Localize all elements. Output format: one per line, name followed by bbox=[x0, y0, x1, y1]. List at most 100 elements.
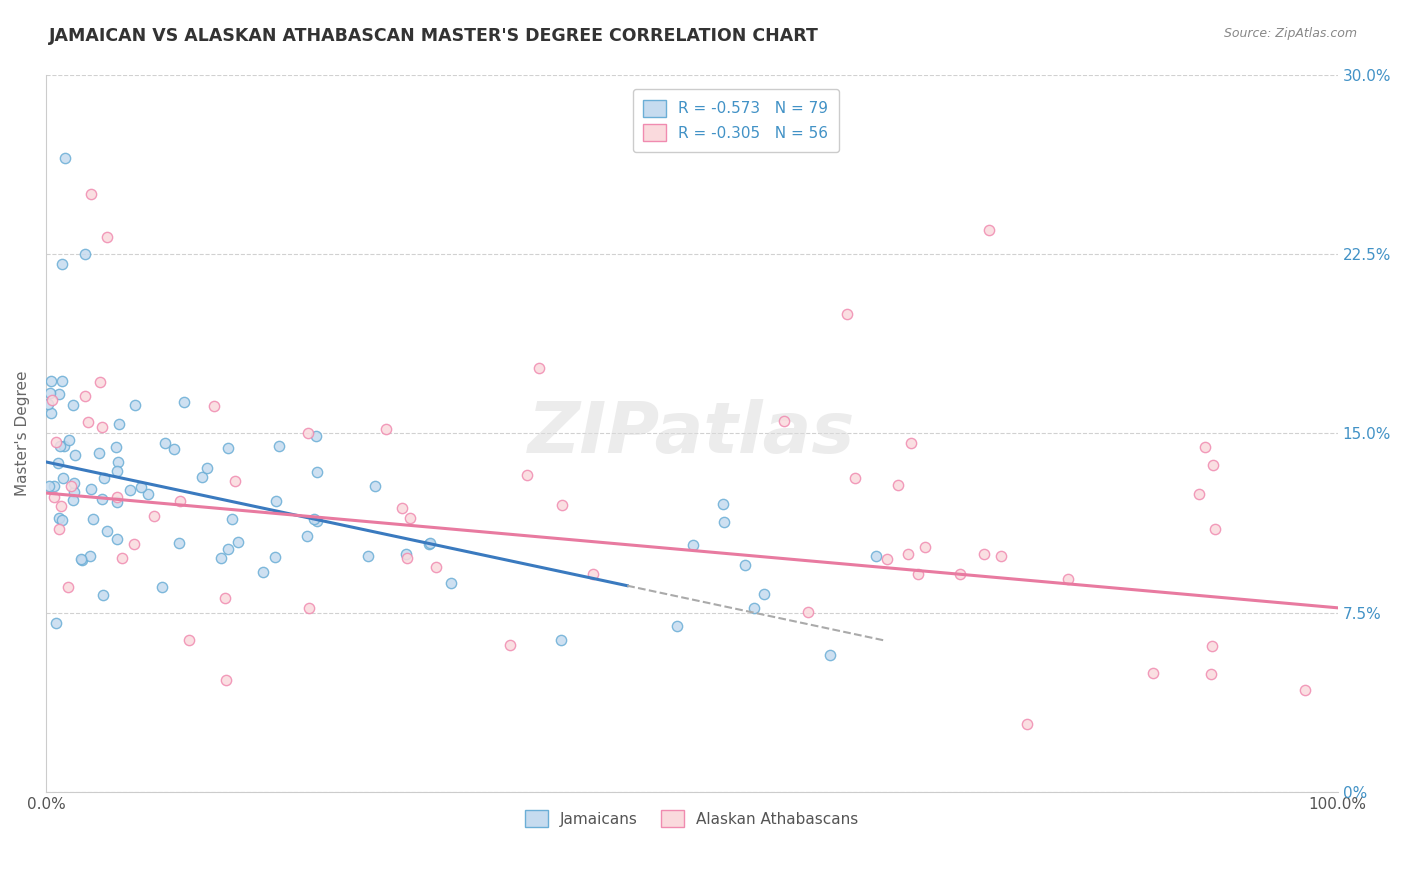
Point bbox=[396, 550, 419, 565]
Point bbox=[80, 187, 103, 202]
Point bbox=[252, 566, 274, 580]
Point bbox=[744, 601, 766, 615]
Point bbox=[51, 513, 73, 527]
Point bbox=[62, 398, 84, 412]
Point bbox=[226, 535, 249, 549]
Point bbox=[527, 361, 550, 376]
Point bbox=[1188, 487, 1211, 501]
Point bbox=[90, 420, 112, 434]
Text: JAMAICAN VS ALASKAN ATHABASCAN MASTER'S DEGREE CORRELATION CHART: JAMAICAN VS ALASKAN ATHABASCAN MASTER'S … bbox=[49, 27, 820, 45]
Point bbox=[876, 552, 898, 566]
Point bbox=[224, 474, 246, 488]
Point bbox=[104, 440, 127, 454]
Point bbox=[1201, 639, 1223, 653]
Point bbox=[1056, 572, 1078, 586]
Point bbox=[752, 587, 775, 601]
Point bbox=[582, 566, 605, 581]
Point bbox=[51, 257, 73, 271]
Point bbox=[307, 465, 329, 479]
Point bbox=[39, 406, 62, 420]
Point bbox=[131, 480, 153, 494]
Point bbox=[900, 435, 922, 450]
Point bbox=[797, 605, 820, 619]
Point bbox=[72, 553, 94, 567]
Point bbox=[76, 416, 98, 430]
Point bbox=[550, 633, 572, 648]
Point bbox=[48, 522, 70, 536]
Point bbox=[122, 537, 145, 551]
Point bbox=[711, 497, 734, 511]
Point bbox=[887, 478, 910, 492]
Point bbox=[214, 591, 236, 605]
Point bbox=[39, 374, 62, 388]
Y-axis label: Master's Degree: Master's Degree bbox=[15, 370, 30, 496]
Point bbox=[973, 547, 995, 561]
Point bbox=[58, 433, 80, 447]
Point bbox=[1015, 716, 1038, 731]
Point bbox=[70, 552, 93, 566]
Point bbox=[217, 442, 239, 456]
Point bbox=[551, 498, 574, 512]
Point bbox=[96, 524, 118, 539]
Point bbox=[96, 230, 118, 244]
Point bbox=[990, 549, 1012, 563]
Point bbox=[56, 580, 79, 594]
Point bbox=[440, 575, 463, 590]
Point bbox=[73, 247, 96, 261]
Point bbox=[105, 494, 128, 508]
Point bbox=[63, 484, 86, 499]
Point bbox=[1294, 683, 1316, 698]
Point bbox=[295, 529, 318, 543]
Point bbox=[418, 537, 440, 551]
Point bbox=[173, 395, 195, 409]
Point bbox=[42, 478, 65, 492]
Point bbox=[948, 566, 970, 581]
Point bbox=[264, 550, 287, 565]
Point bbox=[53, 439, 76, 453]
Point bbox=[977, 223, 1000, 237]
Point bbox=[91, 588, 114, 602]
Point bbox=[53, 151, 76, 165]
Point bbox=[391, 500, 413, 515]
Point bbox=[79, 549, 101, 563]
Point bbox=[136, 487, 159, 501]
Point bbox=[305, 514, 328, 528]
Point bbox=[298, 601, 321, 615]
Point bbox=[107, 455, 129, 469]
Point bbox=[49, 439, 72, 453]
Point bbox=[1194, 440, 1216, 454]
Point bbox=[195, 460, 218, 475]
Point bbox=[120, 483, 142, 497]
Point bbox=[105, 532, 128, 546]
Point bbox=[108, 417, 131, 431]
Point bbox=[419, 536, 441, 550]
Point bbox=[1204, 522, 1226, 536]
Point bbox=[48, 511, 70, 525]
Point bbox=[52, 471, 75, 485]
Point bbox=[62, 492, 84, 507]
Point bbox=[63, 448, 86, 462]
Point bbox=[191, 470, 214, 484]
Point bbox=[897, 547, 920, 561]
Point bbox=[297, 425, 319, 440]
Text: Source: ZipAtlas.com: Source: ZipAtlas.com bbox=[1223, 27, 1357, 40]
Point bbox=[835, 307, 858, 321]
Point bbox=[143, 508, 166, 523]
Point bbox=[682, 537, 704, 551]
Point bbox=[90, 492, 112, 507]
Point bbox=[45, 435, 67, 450]
Point bbox=[105, 464, 128, 478]
Legend: Jamaicans, Alaskan Athabascans: Jamaicans, Alaskan Athabascans bbox=[517, 803, 866, 835]
Point bbox=[266, 493, 288, 508]
Point bbox=[217, 541, 239, 556]
Point bbox=[93, 471, 115, 485]
Point bbox=[818, 648, 841, 662]
Point bbox=[865, 549, 887, 563]
Point bbox=[1142, 666, 1164, 681]
Point bbox=[844, 471, 866, 485]
Point bbox=[167, 536, 190, 550]
Point bbox=[38, 386, 60, 401]
Point bbox=[105, 490, 128, 504]
Point bbox=[907, 567, 929, 582]
Point bbox=[124, 398, 146, 412]
